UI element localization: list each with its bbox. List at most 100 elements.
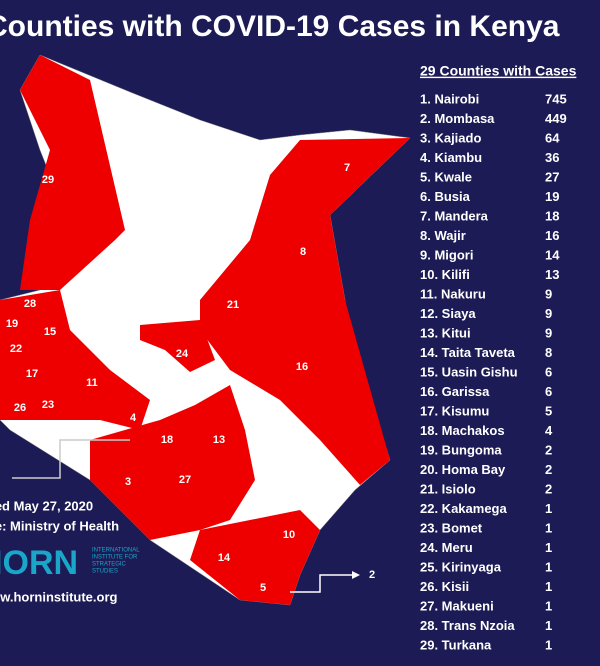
map-label: 13 [213, 434, 225, 446]
case-count: 19 [545, 189, 559, 204]
case-count: 1 [545, 598, 552, 613]
county-name: 26. Kisii [420, 579, 469, 594]
map-label: 2 [369, 569, 375, 581]
county-name: 2. Mombasa [420, 111, 495, 126]
county-name: 1. Nairobi [420, 91, 479, 106]
county-name: 13. Kitui [420, 325, 471, 340]
county-name: 24. Meru [420, 540, 473, 555]
case-count: 6 [545, 384, 552, 399]
county-name: 21. Isiolo [420, 481, 476, 496]
logo: HORN [0, 544, 78, 582]
case-count: 1 [545, 520, 552, 535]
logo-line: INTERNATIONAL [92, 548, 140, 554]
case-count: 27 [545, 169, 559, 184]
logo-line: STUDIES [92, 569, 118, 575]
website: www.horninstitute.org [0, 589, 118, 604]
map-label: 11 [86, 377, 98, 389]
county-west [0, 290, 150, 430]
logo-line: STRATEGIC [92, 562, 127, 568]
county-name: 27. Makueni [420, 598, 494, 613]
map-label: 4 [130, 412, 137, 424]
county-name: 12. Siaya [420, 306, 476, 321]
county-name: 4. Kiambu [420, 150, 482, 165]
case-count: 1 [545, 559, 552, 574]
county-name: 9. Migori [420, 247, 473, 262]
map-label: 10 [283, 529, 295, 541]
case-count: 449 [545, 111, 567, 126]
case-count: 36 [545, 150, 559, 165]
case-count: 16 [545, 228, 559, 243]
title: Counties with COVID-19 Cases in Kenya [0, 10, 560, 43]
case-count: 6 [545, 364, 552, 379]
case-count: 64 [545, 130, 560, 145]
county-name: 22. Kakamega [420, 501, 507, 516]
county-south [90, 385, 255, 540]
map-labels: 29 7 8 21 16 24 13 11 25 4 18 3 27 10 14 5 28 19 15 22 17 23 2… [6, 162, 375, 594]
county-name: 14. Taita Taveta [420, 345, 516, 360]
logo-line: INSTITUTE FOR [92, 555, 138, 561]
map-label: 7 [344, 162, 350, 174]
case-count: 1 [545, 579, 552, 594]
county-name: 7. Mandera [420, 208, 489, 223]
county-name: 29. Turkana [420, 637, 492, 652]
case-count: 5 [545, 403, 552, 418]
case-count: 9 [545, 325, 552, 340]
case-count: 9 [545, 306, 552, 321]
map-label: 23 [42, 399, 54, 411]
county-name: 19. Bungoma [420, 442, 502, 457]
case-count: 13 [545, 267, 559, 282]
map-label: 14 [218, 552, 231, 564]
county-name: 15. Uasin Gishu [420, 364, 518, 379]
case-count: 18 [545, 208, 559, 223]
case-count: 2 [545, 481, 552, 496]
county-name: 3. Kajiado [420, 130, 481, 145]
pointer-line [290, 574, 352, 593]
county-name: 25. Kirinyaga [420, 559, 502, 574]
case-count: 9 [545, 286, 552, 301]
case-count: 745 [545, 91, 567, 106]
county-name: 8. Wajir [420, 228, 466, 243]
case-count: 1 [545, 501, 552, 516]
kenya-map [0, 54, 411, 606]
list-title: 29 Counties with Cases [420, 63, 577, 79]
case-count: 1 [545, 618, 552, 633]
map-label: 21 [227, 299, 239, 311]
county-name: 17. Kisumu [420, 403, 489, 418]
county-name: 5. Kwale [420, 169, 472, 184]
county-name: 23. Bomet [420, 520, 483, 535]
map-label: 8 [300, 246, 306, 258]
map-label: 28 [24, 298, 36, 310]
map-label: 26 [14, 402, 26, 414]
case-count: 14 [545, 247, 560, 262]
map-label: 29 [42, 174, 54, 186]
case-count: 1 [545, 540, 552, 555]
county-east [200, 138, 410, 485]
county-name: 6. Busia [420, 189, 471, 204]
map-label: 24 [176, 348, 189, 360]
map-label: 16 [296, 361, 308, 373]
updated: Updated May 27, 2020 [0, 498, 93, 513]
county-name: 16. Garissa [420, 384, 490, 399]
map-label: 19 [6, 318, 18, 330]
map-label: 22 [10, 343, 22, 355]
source: Source: Ministry of Health [0, 518, 119, 533]
county-name: 28. Trans Nzoia [420, 618, 515, 633]
map-label: 27 [179, 474, 191, 486]
map-label: 15 [44, 326, 56, 338]
pointer-line [12, 439, 130, 479]
pointer-head [352, 571, 360, 579]
county-name: 20. Homa Bay [420, 462, 506, 477]
county-coast [190, 510, 320, 605]
map-label: 3 [125, 476, 131, 488]
county-meru [140, 320, 215, 372]
county-list: 1. Nairobi 745 2. Mombasa 449 3. Kajiado 64 4.… [420, 91, 567, 652]
map-label: 5 [260, 582, 266, 594]
case-count: 2 [545, 462, 552, 477]
case-count: 2 [545, 442, 552, 457]
map-label: 25 [154, 387, 166, 399]
county-name: 11. Nakuru [420, 286, 486, 301]
map-label: 18 [161, 434, 173, 446]
county-turkana [20, 55, 125, 290]
